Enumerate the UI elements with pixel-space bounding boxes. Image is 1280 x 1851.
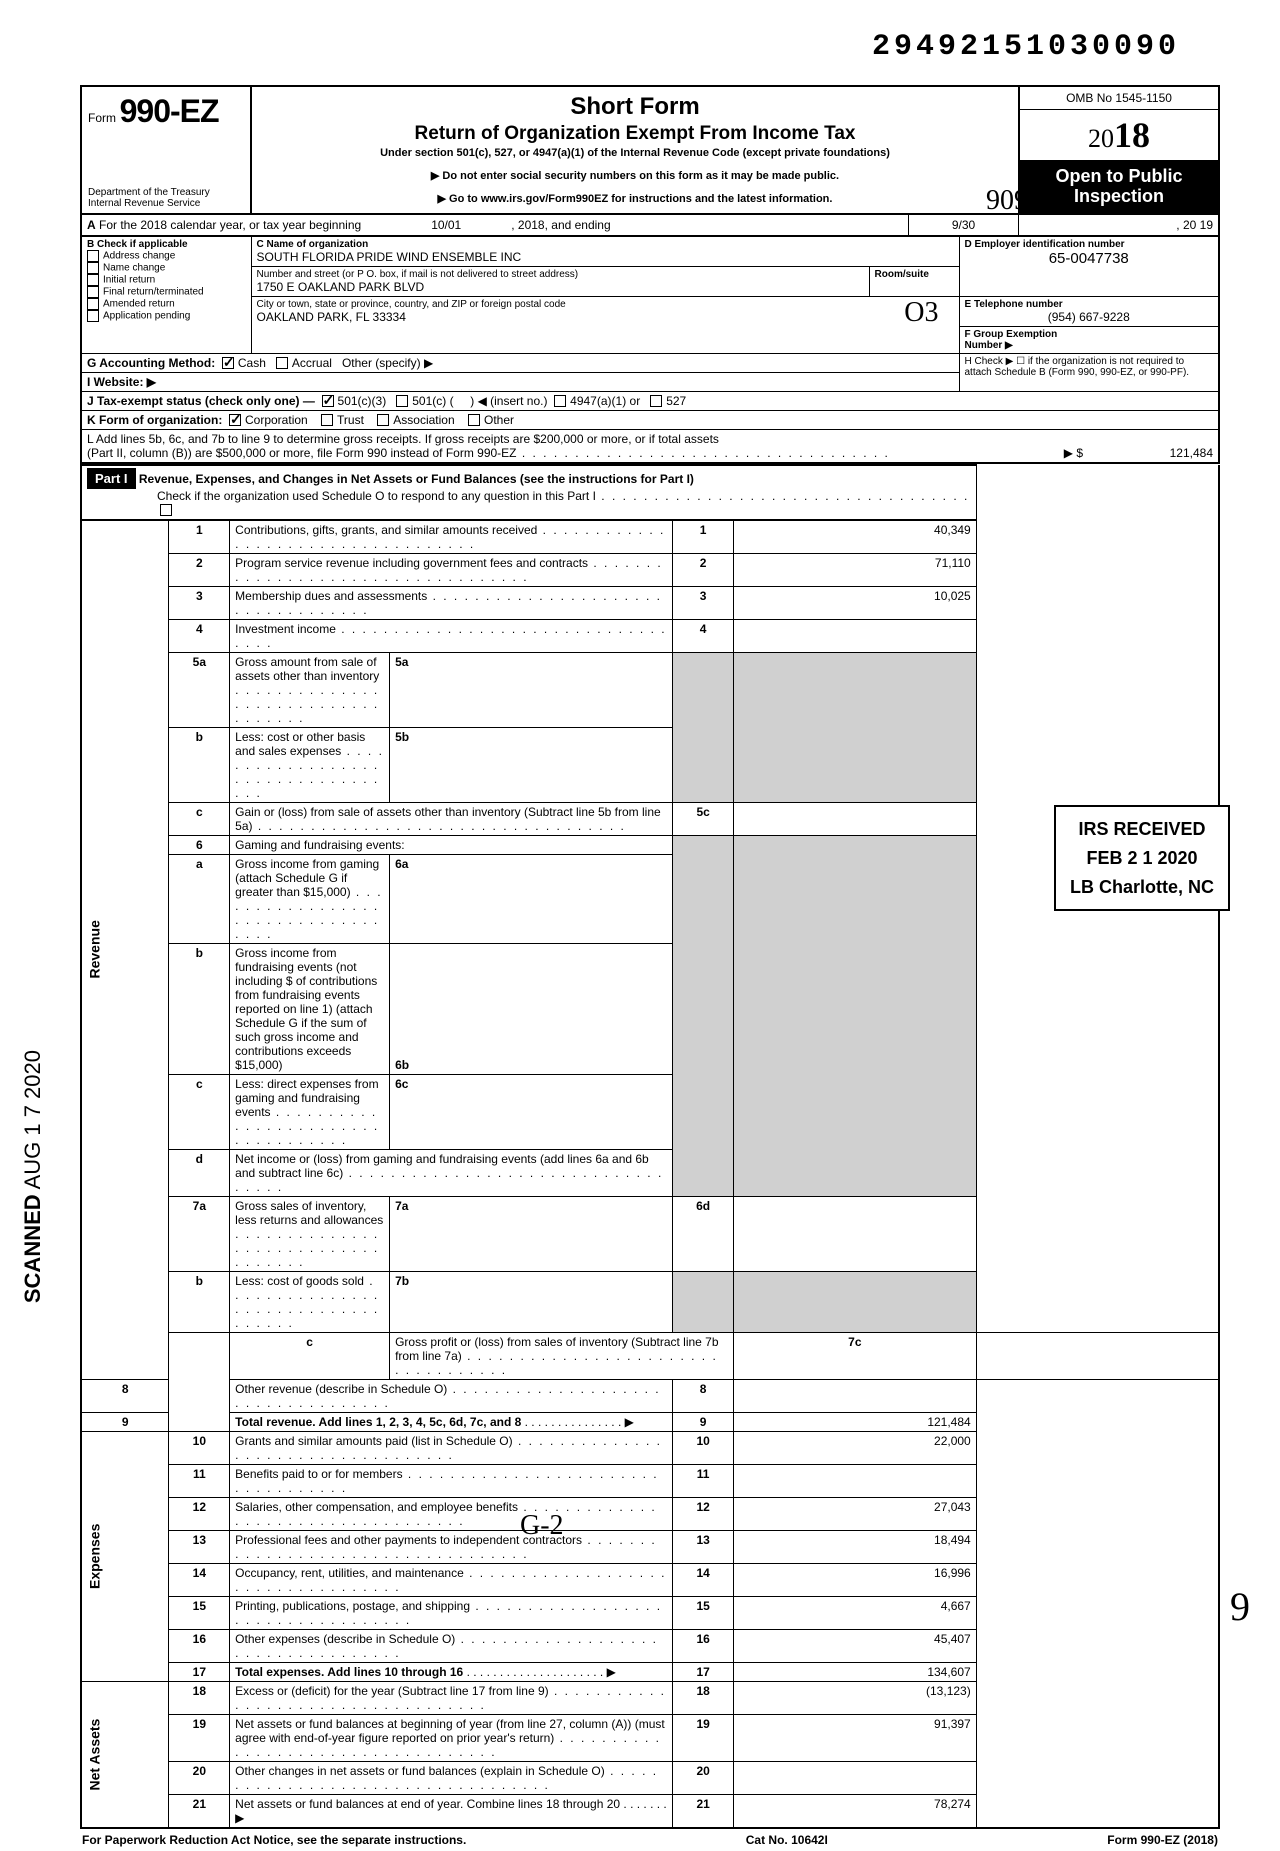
open-to-public: Open to PublicInspection <box>1020 161 1218 213</box>
tax-year: 2018 <box>1020 110 1218 161</box>
street-address: 1750 E OAKLAND PARK BLVD <box>257 280 864 294</box>
dept-line1: Department of the Treasury <box>88 187 210 198</box>
f-label: F Group ExemptionNumber ▶ <box>965 329 1214 351</box>
footer-left: For Paperwork Reduction Act Notice, see … <box>82 1833 466 1847</box>
entity-info-block: B Check if applicable Address change Nam… <box>80 236 1220 464</box>
d-label: D Employer identification number <box>965 239 1214 250</box>
part1-check: Check if the organization used Schedule … <box>157 489 969 503</box>
omb-number: OMB No 1545-1150 <box>1020 87 1218 110</box>
title-short-form: Short Form <box>260 93 1010 121</box>
i-website: I Website: ▶ <box>87 375 156 389</box>
handwritten-o3: O3 <box>904 297 938 329</box>
document-locator-number: 29492151030090 <box>872 30 1180 64</box>
form-page: 29492151030090 Form 990-EZ Department of… <box>80 30 1220 1851</box>
page-footer: For Paperwork Reduction Act Notice, see … <box>80 1829 1220 1851</box>
revenue-side-label: Revenue <box>81 520 169 1380</box>
handwritten-909: 909 <box>986 185 1028 217</box>
city-label: City or town, state or province, country… <box>257 299 954 310</box>
dept-line2: Internal Revenue Service <box>88 198 210 209</box>
part-1-table: Part I Revenue, Expenses, and Changes in… <box>80 464 1220 1829</box>
addr-label: Number and street (or P O. box, if mail … <box>257 269 864 280</box>
l-line2: (Part II, column (B)) are $500,000 or mo… <box>87 446 1064 460</box>
scanned-stamp: SCANNED AUG 1 7 2020 <box>20 1050 46 1303</box>
e-label: E Telephone number <box>965 299 1214 310</box>
g-label: G Accounting Method: <box>87 356 215 370</box>
title-return: Return of Organization Exempt From Incom… <box>260 123 1010 145</box>
irs-received-stamp: IRS RECEIVED FEB 2 1 2020 LB Charlotte, … <box>1054 805 1230 911</box>
expenses-side-label: Expenses <box>81 1431 169 1681</box>
form-number: 990-EZ <box>120 93 219 129</box>
j-label: J Tax-exempt status (check only one) — <box>87 394 315 408</box>
l-line1: L Add lines 5b, 6c, and 7b to line 9 to … <box>87 432 1213 446</box>
line-a-tax-year: A For the 2018 calendar year, or tax yea… <box>80 215 1220 236</box>
handwritten-corner: 9 <box>1230 1583 1250 1630</box>
handwritten-g2: G-2 <box>520 1510 564 1542</box>
footer-right: Form 990-EZ (2018) <box>1107 1833 1218 1847</box>
instruction-2: ▶ Go to www.irs.gov/Form990EZ for instru… <box>260 192 1010 205</box>
city-state-zip: OAKLAND PARK, FL 33334 <box>257 310 954 324</box>
instruction-1: ▶ Do not enter social security numbers o… <box>260 169 1010 182</box>
telephone: (954) 667-9228 <box>965 310 1214 324</box>
b-label: B Check if applicable <box>87 239 246 250</box>
net-assets-side-label: Net Assets <box>81 1681 169 1828</box>
org-name: SOUTH FLORIDA PRIDE WIND ENSEMBLE INC <box>257 250 954 264</box>
l-value: 121,484 <box>1083 446 1213 460</box>
form-header: Form 990-EZ Department of the Treasury I… <box>80 85 1220 215</box>
footer-mid: Cat No. 10642I <box>746 1833 828 1847</box>
form-prefix: Form <box>88 111 116 125</box>
c-label: C Name of organization <box>257 239 954 250</box>
h-text: H Check ▶ ☐ if the organization is not r… <box>959 353 1219 391</box>
ein: 65-0047738 <box>965 250 1214 267</box>
k-label: K Form of organization: <box>87 413 222 427</box>
room-suite-label: Room/suite <box>875 269 954 280</box>
part1-title: Revenue, Expenses, and Changes in Net As… <box>139 472 694 486</box>
subtitle: Under section 501(c), 527, or 4947(a)(1)… <box>260 147 1010 159</box>
part1-label: Part I <box>87 468 136 489</box>
